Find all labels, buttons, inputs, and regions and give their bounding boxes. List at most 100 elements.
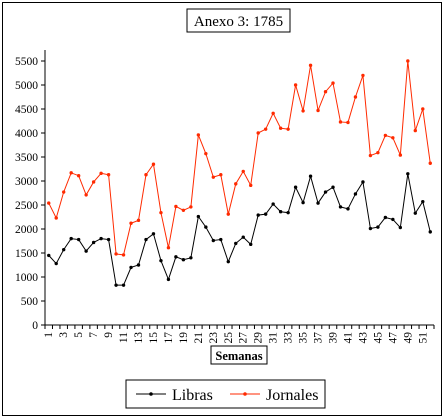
data-point-jornales — [144, 173, 148, 177]
legend-libras-marker — [149, 392, 153, 396]
data-point-libras — [54, 261, 58, 266]
data-point-jornales — [391, 136, 395, 140]
legend: Libras Jornales — [125, 379, 326, 409]
data-point-jornales — [219, 173, 223, 177]
data-point-libras — [338, 205, 343, 209]
data-point-jornales — [413, 128, 417, 133]
data-point-jornales — [76, 174, 81, 178]
data-point-jornales — [106, 173, 111, 177]
x-axis-ticks: 1 3 5 7 9 11 13 15 17 19 21 23 25 27 29 31 33 35 37 39 41 43 4… — [43, 325, 435, 344]
data-point-libras — [219, 237, 223, 242]
data-point-libras — [84, 249, 88, 253]
data-point-jornales — [361, 73, 365, 78]
chart-frame — [2, 2, 442, 416]
y-tick-label: 500 — [21, 296, 39, 308]
data-point-libras — [286, 210, 290, 215]
data-point-jornales — [181, 208, 186, 212]
data-point-jornales — [421, 107, 425, 111]
data-point-libras — [256, 213, 260, 217]
x-tick-label: 45 — [372, 332, 384, 344]
data-point-jornales — [256, 131, 260, 135]
y-tick-label: 3500 — [15, 152, 38, 164]
data-point-libras — [151, 232, 156, 236]
x-tick-label: 33 — [283, 332, 295, 344]
y-tick-label: 2500 — [15, 200, 38, 212]
data-point-libras — [181, 258, 186, 262]
data-point-jornales — [136, 218, 141, 223]
chart-title-box — [186, 8, 291, 33]
data-point-libras — [271, 202, 275, 206]
x-tick-label: 39 — [328, 332, 340, 344]
data-point-libras — [196, 214, 201, 219]
data-point-libras — [189, 256, 193, 260]
data-point-libras — [99, 236, 103, 241]
data-point-jornales — [234, 182, 238, 186]
data-point-jornales — [241, 169, 245, 174]
data-point-libras — [263, 212, 268, 216]
data-point-libras — [368, 226, 373, 231]
data-point-libras — [226, 259, 230, 264]
data-point-jornales — [69, 171, 73, 175]
data-point-libras — [174, 255, 178, 259]
data-point-jornales — [159, 210, 163, 215]
data-point-libras — [316, 201, 320, 205]
y-tick-label: 1500 — [15, 248, 38, 260]
data-point-jornales — [166, 246, 171, 250]
data-point-libras — [361, 180, 365, 184]
x-tick-label: 27 — [238, 332, 250, 344]
data-point-jornales — [196, 133, 201, 137]
y-tick-label: 1000 — [15, 272, 38, 284]
data-point-jornales — [286, 127, 290, 131]
data-point-jornales — [84, 193, 88, 197]
x-axis-label: Semanas — [215, 349, 262, 363]
data-point-jornales — [278, 126, 283, 130]
data-point-libras — [204, 225, 208, 229]
data-point-libras — [323, 190, 328, 194]
data-point-libras — [331, 185, 335, 189]
data-point-jornales — [62, 190, 66, 194]
series-line-libras — [48, 173, 431, 286]
data-point-libras — [144, 237, 148, 242]
x-tick-label: 13 — [133, 332, 145, 344]
data-point-jornales — [174, 204, 178, 209]
data-point-jornales — [398, 153, 403, 157]
data-point-libras — [106, 237, 111, 242]
data-point-jornales — [226, 212, 230, 216]
data-point-libras — [62, 247, 66, 252]
x-tick-label: 43 — [357, 332, 369, 344]
data-point-jornales — [353, 95, 358, 99]
y-tick-label: 5000 — [15, 80, 38, 92]
data-point-jornales — [316, 108, 320, 113]
y-axis-ticks: 0 500 1000 1500 2000 2500 3000 3500 4000 4500 5000… — [15, 56, 45, 332]
data-point-libras — [353, 192, 358, 196]
data-point-jornales — [99, 171, 103, 176]
data-point-jornales — [211, 175, 216, 179]
data-point-jornales — [54, 216, 58, 220]
x-tick-label: 3 — [58, 332, 70, 338]
data-point-libras — [346, 207, 350, 211]
data-point-jornales — [308, 63, 313, 68]
data-point-jornales — [129, 221, 133, 225]
x-tick-label: 29 — [253, 332, 265, 344]
x-tick-label: 17 — [163, 332, 175, 344]
data-point-libras — [406, 172, 410, 176]
data-point-libras — [136, 263, 141, 267]
data-point-libras — [114, 283, 118, 287]
data-point-jornales — [346, 120, 350, 125]
data-point-jornales — [331, 81, 335, 85]
data-point-jornales — [301, 109, 305, 113]
data-point-libras — [166, 277, 171, 282]
data-point-libras — [129, 265, 133, 270]
data-point-libras — [413, 211, 417, 215]
data-point-libras — [421, 199, 425, 204]
series-group — [47, 59, 432, 287]
data-point-jornales — [204, 151, 208, 156]
data-point-libras — [301, 200, 305, 205]
y-tick-label: 3000 — [15, 176, 38, 188]
data-point-libras — [376, 225, 380, 229]
axes — [44, 50, 434, 326]
data-point-jornales — [114, 252, 118, 256]
y-tick-label: 4000 — [15, 128, 38, 140]
x-tick-label: 5 — [73, 332, 85, 338]
